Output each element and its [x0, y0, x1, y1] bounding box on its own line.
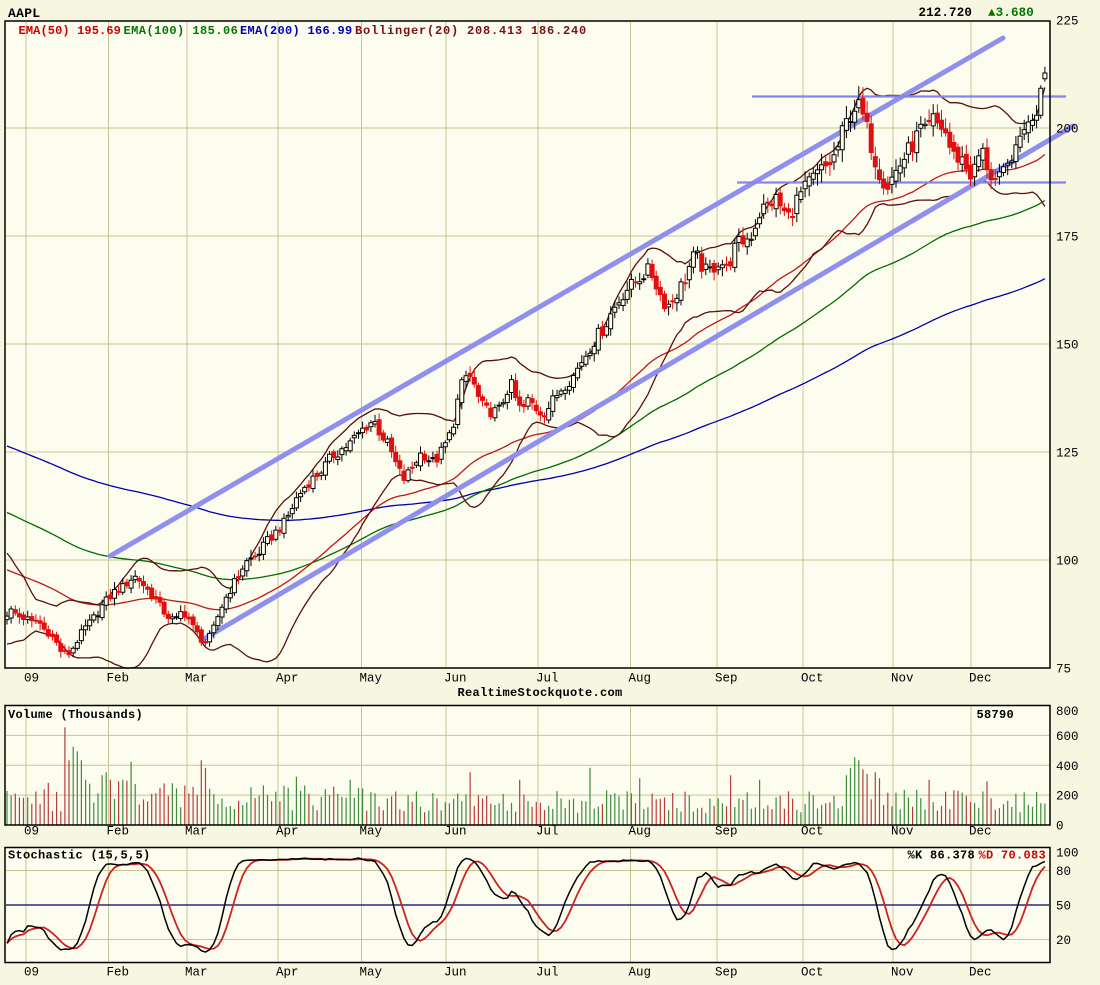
svg-text:Oct: Oct — [801, 672, 824, 686]
svg-text:Feb: Feb — [107, 672, 130, 686]
svg-text:Feb: Feb — [107, 825, 130, 839]
svg-text:Mar: Mar — [185, 966, 208, 980]
svg-text:EMA(200) 166.99: EMA(200) 166.99 — [240, 24, 353, 38]
svg-text:Jun: Jun — [444, 672, 467, 686]
svg-text:212.720: 212.720 — [918, 6, 972, 20]
svg-text:Sep: Sep — [715, 825, 738, 839]
svg-text:Jul: Jul — [536, 966, 559, 980]
svg-text:100: 100 — [1056, 847, 1079, 861]
svg-text:Dec: Dec — [969, 966, 992, 980]
svg-text:RealtimeStockquote.com: RealtimeStockquote.com — [457, 686, 622, 700]
svg-text:20: 20 — [1056, 934, 1071, 948]
svg-text:175: 175 — [1056, 231, 1079, 245]
svg-text:Oct: Oct — [801, 825, 824, 839]
svg-text:200: 200 — [1056, 123, 1079, 137]
svg-text:Sep: Sep — [715, 966, 738, 980]
svg-text:Feb: Feb — [107, 966, 130, 980]
svg-text:75: 75 — [1056, 663, 1071, 677]
svg-text:Apr: Apr — [276, 825, 299, 839]
svg-text:EMA(50) 195.69: EMA(50) 195.69 — [19, 24, 122, 38]
svg-text:▲3.680: ▲3.680 — [988, 6, 1034, 20]
svg-text:Oct: Oct — [801, 966, 824, 980]
svg-text:Nov: Nov — [891, 966, 914, 980]
svg-text:Sep: Sep — [715, 672, 738, 686]
svg-text:09: 09 — [24, 966, 39, 980]
svg-text:800: 800 — [1056, 705, 1079, 719]
svg-text:%D 70.083: %D 70.083 — [978, 849, 1046, 863]
svg-text:225: 225 — [1056, 15, 1079, 29]
svg-text:200: 200 — [1056, 790, 1079, 804]
svg-text:125: 125 — [1056, 447, 1079, 461]
svg-text:EMA(100) 185.06: EMA(100) 185.06 — [124, 24, 239, 38]
svg-text:Aug: Aug — [629, 672, 652, 686]
svg-text:May: May — [360, 966, 383, 980]
svg-text:Apr: Apr — [276, 966, 299, 980]
svg-text:Jul: Jul — [536, 825, 559, 839]
svg-text:Aug: Aug — [629, 966, 652, 980]
svg-text:150: 150 — [1056, 339, 1079, 353]
svg-text:100: 100 — [1056, 555, 1079, 569]
svg-text:80: 80 — [1056, 865, 1071, 879]
svg-text:09: 09 — [24, 672, 39, 686]
svg-text:Apr: Apr — [276, 672, 299, 686]
svg-text:Mar: Mar — [185, 672, 208, 686]
svg-text:May: May — [360, 825, 383, 839]
svg-text:600: 600 — [1056, 730, 1079, 744]
svg-text:Dec: Dec — [969, 672, 992, 686]
svg-text:0: 0 — [1056, 820, 1064, 834]
svg-text:Stochastic (15,5,5): Stochastic (15,5,5) — [8, 849, 151, 863]
svg-text:Dec: Dec — [969, 825, 992, 839]
svg-text:Volume (Thousands): Volume (Thousands) — [8, 708, 143, 722]
svg-text:Jun: Jun — [444, 825, 467, 839]
svg-text:400: 400 — [1056, 760, 1079, 774]
svg-text:May: May — [360, 672, 383, 686]
svg-text:Nov: Nov — [891, 825, 914, 839]
svg-text:Mar: Mar — [185, 825, 208, 839]
svg-text:58790: 58790 — [976, 708, 1014, 722]
svg-text:50: 50 — [1056, 900, 1071, 914]
svg-text:%K 86.378: %K 86.378 — [907, 849, 975, 863]
svg-text:Jul: Jul — [536, 672, 559, 686]
svg-text:Bollinger(20) 208.413 186.240: Bollinger(20) 208.413 186.240 — [355, 24, 587, 38]
svg-text:Aug: Aug — [629, 825, 652, 839]
svg-text:Nov: Nov — [891, 672, 914, 686]
svg-text:09: 09 — [24, 825, 39, 839]
svg-text:Jun: Jun — [444, 966, 467, 980]
svg-text:AAPL: AAPL — [8, 6, 40, 21]
